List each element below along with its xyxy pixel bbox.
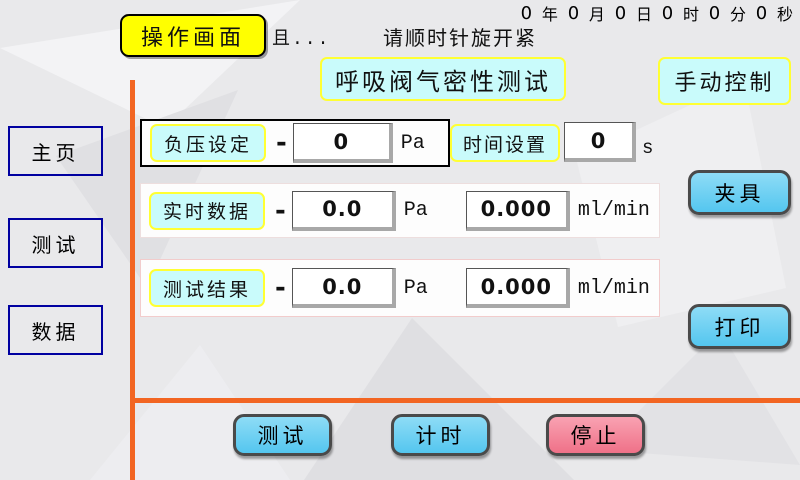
result-pressure-unit: Pa xyxy=(403,276,428,300)
datetime-month-value: 0 xyxy=(567,2,581,24)
test-result-label: 测试结果 xyxy=(149,269,265,307)
result-sign: - xyxy=(275,273,286,303)
datetime-hour-label: 时 xyxy=(682,5,700,24)
sidebar-item-data[interactable]: 数据 xyxy=(8,305,103,355)
result-flow-unit: ml/min xyxy=(577,276,650,300)
result-pressure-display: 0.0 xyxy=(291,268,396,308)
background-facet xyxy=(90,345,290,480)
realtime-pressure-display: 0.0 xyxy=(291,190,396,231)
operation-screen-button[interactable]: 操作画面 xyxy=(120,14,266,57)
frame-vertical-line xyxy=(130,80,135,480)
pressure-setting-input[interactable]: 0 xyxy=(292,123,393,163)
datetime-second-label: 秒 xyxy=(776,5,794,24)
time-setting-unit: s xyxy=(642,137,654,159)
test-button[interactable]: 测试 xyxy=(233,414,332,456)
realtime-pressure-unit: Pa xyxy=(403,199,428,222)
datetime-minute-value: 0 xyxy=(708,2,722,24)
pressure-setting-sign: - xyxy=(276,128,287,158)
page-title: 呼吸阀气密性测试 xyxy=(320,57,566,101)
realtime-data-row: 实时数据 - 0.0 Pa 0.000 ml/min xyxy=(140,183,660,238)
datetime-minute-label: 分 xyxy=(729,5,747,24)
pressure-setting-row: 负压设定 - 0 Pa xyxy=(140,119,450,167)
time-setting-label: 时间设置 xyxy=(450,124,560,162)
frame-horizontal-line xyxy=(130,398,800,403)
instruction-text: 请顺时针旋开紧 xyxy=(383,26,537,50)
test-result-row: 测试结果 - 0.0 Pa 0.000 ml/min xyxy=(140,259,660,317)
timer-button[interactable]: 计时 xyxy=(391,414,490,456)
sidebar-item-home[interactable]: 主页 xyxy=(8,126,103,176)
realtime-data-label: 实时数据 xyxy=(149,191,265,230)
stop-button[interactable]: 停止 xyxy=(546,414,645,456)
datetime-year-value: 0 xyxy=(520,2,534,24)
print-button[interactable]: 打印 xyxy=(688,304,791,349)
datetime-day-value: 0 xyxy=(614,2,628,24)
result-flow-display: 0.000 xyxy=(465,268,570,308)
datetime-month-label: 月 xyxy=(588,5,606,24)
realtime-flow-display: 0.000 xyxy=(465,190,570,231)
datetime-display: 0 年 0 月 0 日 0 时 0 分 0 秒 xyxy=(512,2,794,25)
sidebar-item-test[interactable]: 测试 xyxy=(8,218,103,268)
truncated-status-text: 且... xyxy=(272,30,331,50)
datetime-year-label: 年 xyxy=(541,5,559,24)
manual-control-button[interactable]: 手动控制 xyxy=(658,57,791,105)
datetime-hour-value: 0 xyxy=(661,2,675,24)
pressure-setting-label: 负压设定 xyxy=(150,124,266,162)
datetime-second-value: 0 xyxy=(755,2,769,24)
datetime-day-label: 日 xyxy=(635,5,653,24)
time-setting-input[interactable]: 0 xyxy=(564,122,636,162)
realtime-flow-unit: ml/min xyxy=(577,199,650,222)
realtime-sign: - xyxy=(275,195,286,226)
background-facet xyxy=(600,330,800,465)
fixture-button[interactable]: 夹具 xyxy=(688,170,791,215)
pressure-setting-unit: Pa xyxy=(400,131,425,155)
